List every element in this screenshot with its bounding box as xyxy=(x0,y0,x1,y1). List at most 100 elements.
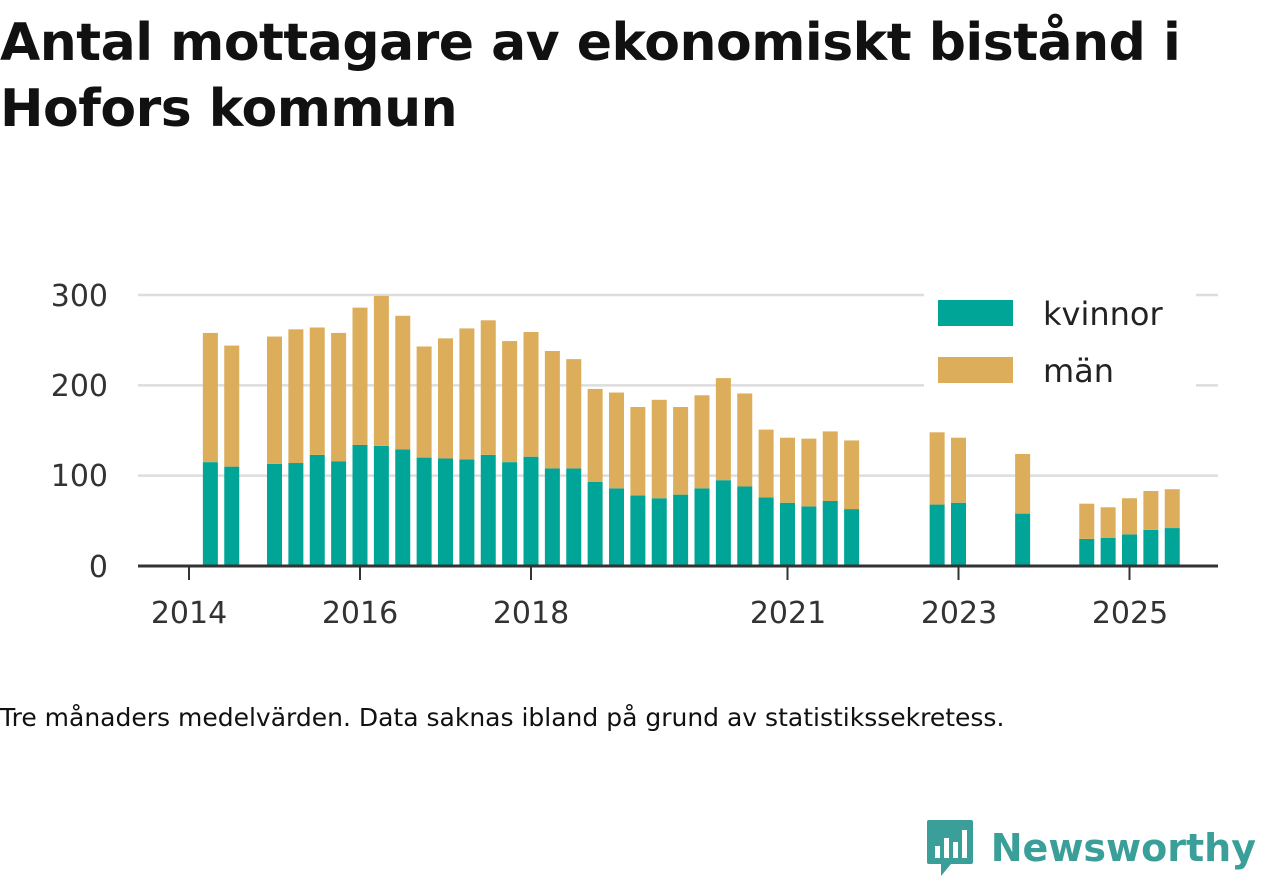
bar-kvinnor xyxy=(1015,513,1031,566)
legend-label-kvinnor: kvinnor xyxy=(1043,295,1164,333)
x-tick-label: 2016 xyxy=(322,596,398,631)
bar-man xyxy=(288,329,304,464)
bar-man xyxy=(395,315,411,450)
bar-kvinnor xyxy=(587,481,603,566)
bar-kvinnor xyxy=(822,500,838,566)
bar-man xyxy=(758,429,774,498)
x-axis-labels: 2014 2016 2018 2021 2023 2025 xyxy=(151,596,1168,631)
y-tick-label: 0 xyxy=(89,550,108,585)
bar-man xyxy=(844,440,860,510)
bar-man xyxy=(544,351,560,469)
y-tick-label: 200 xyxy=(51,369,108,404)
x-axis xyxy=(138,564,1218,580)
bar-kvinnor xyxy=(438,458,453,566)
legend-label-man: män xyxy=(1043,352,1114,390)
bar-kvinnor xyxy=(780,502,795,566)
bar-kvinnor xyxy=(715,480,731,566)
bar-kvinnor xyxy=(224,466,240,566)
bar-man xyxy=(1122,498,1137,535)
bar-man xyxy=(694,395,710,489)
bar-kvinnor xyxy=(331,461,347,566)
bar-man xyxy=(822,431,838,501)
bar-man xyxy=(352,307,368,445)
bar-man xyxy=(267,336,282,464)
bar-kvinnor xyxy=(416,457,432,566)
bar-kvinnor xyxy=(737,486,753,566)
bar-man xyxy=(1015,453,1031,514)
bar-kvinnor xyxy=(694,488,710,566)
bar-man xyxy=(566,359,582,469)
bar-kvinnor xyxy=(801,506,817,566)
bar-kvinnor xyxy=(566,468,582,566)
bar-man xyxy=(737,393,753,487)
bar-man xyxy=(587,388,603,482)
bar-man xyxy=(630,407,646,496)
bar-man xyxy=(780,437,795,503)
bar-kvinnor xyxy=(1079,538,1095,566)
x-tick-label: 2023 xyxy=(921,596,997,631)
bar-kvinnor xyxy=(929,504,945,566)
bar-man xyxy=(331,332,347,462)
bar-kvinnor xyxy=(459,459,475,566)
bar-kvinnor xyxy=(1164,528,1180,566)
bar-kvinnor xyxy=(1100,537,1116,566)
bar-man xyxy=(715,378,731,481)
chart-caption: Tre månaders medelvärden. Data saknas ib… xyxy=(0,703,1005,732)
bar-man xyxy=(480,320,496,455)
bar-man xyxy=(1100,507,1116,538)
bar-man xyxy=(502,341,518,463)
bar-man xyxy=(651,399,667,499)
x-tick-label: 2025 xyxy=(1092,596,1168,631)
bar-kvinnor xyxy=(673,494,689,566)
bar-kvinnor xyxy=(395,449,411,566)
chart-title: Antal mottagare av ekonomiskt bistånd i … xyxy=(0,13,1181,139)
bar-kvinnor xyxy=(502,462,518,566)
bar-man xyxy=(373,295,389,446)
bar-kvinnor xyxy=(609,488,624,566)
bar-man xyxy=(416,346,432,458)
bar-kvinnor xyxy=(1122,534,1137,566)
bar-man xyxy=(1079,503,1095,539)
newsworthy-brand[interactable]: Newsworthy xyxy=(925,818,1256,878)
bar-kvinnor xyxy=(523,456,539,566)
bar-man xyxy=(609,392,624,489)
x-tick-label: 2021 xyxy=(750,596,826,631)
bar-kvinnor xyxy=(844,509,860,566)
bar-kvinnor xyxy=(352,444,368,566)
bar-kvinnor xyxy=(544,468,560,566)
newsworthy-logo-icon xyxy=(926,820,973,876)
bar-man xyxy=(523,332,539,457)
bar-man xyxy=(202,332,218,463)
bar-kvinnor xyxy=(202,462,218,566)
x-tick-label: 2014 xyxy=(151,596,227,631)
legend-swatch-kvinnor xyxy=(938,300,1013,326)
legend: kvinnor män xyxy=(924,278,1196,394)
y-tick-label: 100 xyxy=(51,459,108,494)
bar-man xyxy=(1143,491,1159,530)
x-tick-label: 2018 xyxy=(493,596,569,631)
bar-man xyxy=(224,345,240,467)
bar-man xyxy=(459,328,475,460)
bar-kvinnor xyxy=(309,454,325,566)
bar-kvinnor xyxy=(651,498,667,566)
legend-swatch-man xyxy=(938,357,1013,383)
bar-kvinnor xyxy=(630,495,646,566)
bar-kvinnor xyxy=(951,502,966,566)
y-axis-labels: 0 100 200 300 xyxy=(51,279,108,585)
bar-man xyxy=(801,438,817,507)
y-tick-label: 300 xyxy=(51,279,108,314)
stacked-bar-chart: kvinnor män 0 100 200 300 2014 2016 2018… xyxy=(51,278,1218,631)
bar-kvinnor xyxy=(758,497,774,566)
bar-kvinnor xyxy=(1143,529,1159,566)
bar-kvinnor xyxy=(288,463,304,566)
bar-man xyxy=(1164,489,1180,529)
bar-kvinnor xyxy=(480,454,496,566)
bar-man xyxy=(929,432,945,505)
bar-man xyxy=(673,407,689,495)
bar-man xyxy=(438,338,453,459)
brand-name: Newsworthy xyxy=(990,826,1256,870)
bar-man xyxy=(951,437,966,503)
bar-man xyxy=(309,327,325,455)
bar-kvinnor xyxy=(373,445,389,566)
bar-kvinnor xyxy=(267,463,282,566)
